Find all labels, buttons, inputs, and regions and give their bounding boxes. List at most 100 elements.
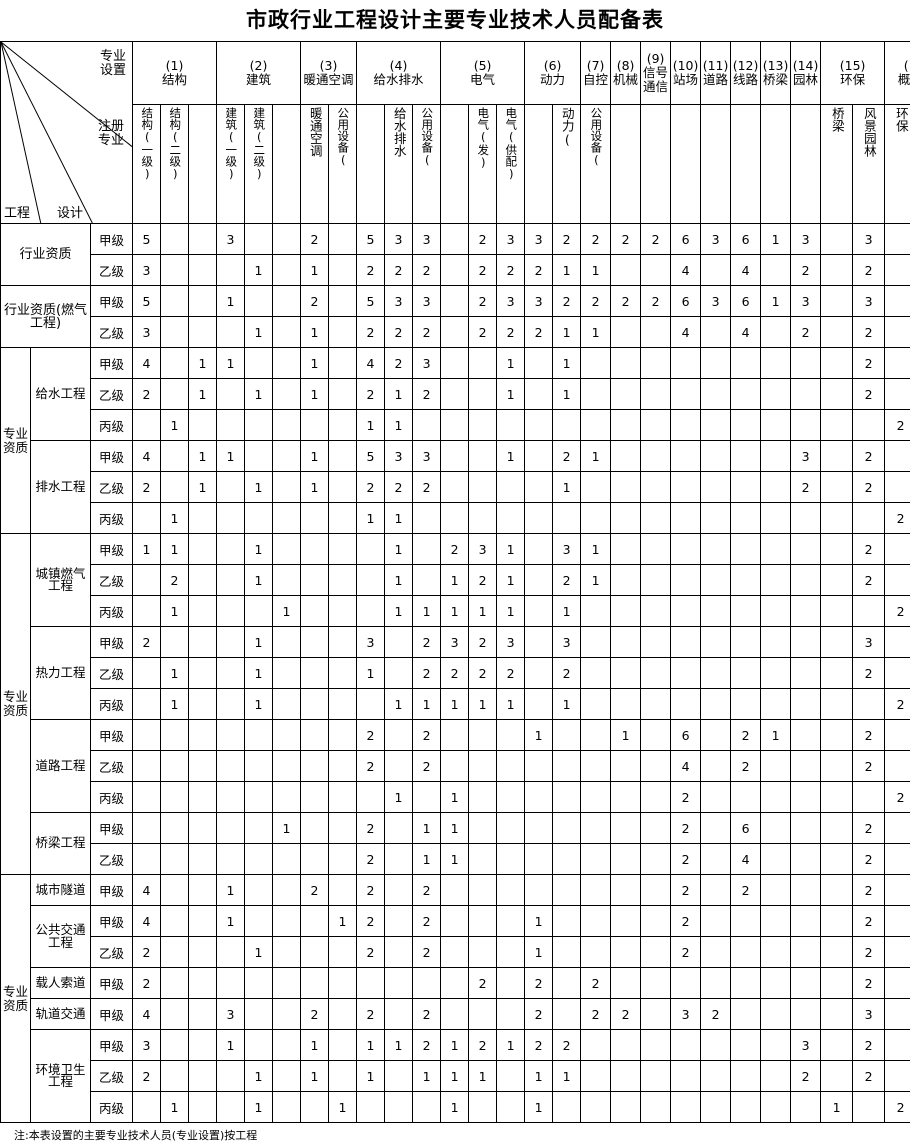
cell-r24-c24 [790, 936, 822, 968]
cell-r26-c17: 2 [580, 998, 612, 1030]
cell-r10-c23 [760, 502, 792, 534]
cell-r2-c6 [272, 254, 302, 286]
cell-r14-c25 [820, 626, 854, 658]
cell-r4-c21 [700, 316, 732, 348]
cell-r14-c20 [670, 626, 702, 658]
cell-r9-c27 [884, 471, 910, 503]
cell-r28-c16: 1 [552, 1060, 582, 1092]
cell-r23-c24 [790, 905, 822, 937]
cell-r22-c12 [440, 874, 470, 906]
cell-r23-c3 [188, 905, 218, 937]
cell-r24-c14 [496, 936, 526, 968]
cell-r13-c27: 2 [884, 595, 910, 627]
cell-r13-c13: 1 [468, 595, 498, 627]
cell-r16-c19 [640, 688, 672, 720]
cell-r26-c14 [496, 998, 526, 1030]
cell-r20-c3 [188, 812, 218, 844]
cell-r21-c25 [820, 843, 854, 875]
sub-header-25: 桥梁 [820, 104, 854, 224]
cell-r4-c11: 2 [412, 316, 442, 348]
cell-r9-c19 [640, 471, 672, 503]
cell-r4-c17: 1 [580, 316, 612, 348]
row-grade-label: 乙级 [89, 316, 134, 348]
cell-r17-c12 [440, 719, 470, 751]
sub-header-17: 公用设备( [580, 104, 612, 224]
cell-r7-c7 [300, 409, 330, 441]
cell-r28-c5: 1 [244, 1060, 274, 1092]
row-grade-label: 乙级 [89, 843, 134, 875]
cell-r27-c19 [640, 1029, 672, 1061]
cell-r3-c25 [820, 285, 854, 317]
cell-r12-c27 [884, 564, 910, 596]
cell-r26-c10 [384, 998, 414, 1030]
column-group-2: (2) 建筑 [216, 41, 302, 105]
table-footnote: 注:本表设置的主要专业技术人员(专业设置)按工程 [14, 1129, 258, 1141]
cell-r6-c6 [272, 378, 302, 410]
cell-r17-c6 [272, 719, 302, 751]
cell-r3-c12 [440, 285, 470, 317]
cell-r29-c3 [188, 1091, 218, 1123]
row-grade-label: 丙级 [89, 409, 134, 441]
cell-r23-c5 [244, 905, 274, 937]
cell-r5-c4: 1 [216, 347, 246, 379]
sub-header-27: 环保 [884, 104, 910, 224]
cell-r25-c1: 2 [132, 967, 162, 999]
cell-r18-c8 [328, 750, 358, 782]
cell-r29-c20 [670, 1091, 702, 1123]
cell-r6-c12 [440, 378, 470, 410]
cell-r16-c26 [852, 688, 886, 720]
cell-r13-c14: 1 [496, 595, 526, 627]
cell-r27-c15: 2 [524, 1029, 554, 1061]
cell-r4-c10: 2 [384, 316, 414, 348]
sub-header-26: 风景园林 [852, 104, 886, 224]
row-group-label: 专业资质 [0, 874, 31, 1123]
cell-r15-c20 [670, 657, 702, 689]
cell-r20-c12: 1 [440, 812, 470, 844]
cell-r22-c11: 2 [412, 874, 442, 906]
cell-r21-c19 [640, 843, 672, 875]
cell-r5-c12 [440, 347, 470, 379]
column-group-16: (16)概预算 [884, 41, 910, 105]
cell-r23-c6 [272, 905, 302, 937]
cell-r18-c20: 4 [670, 750, 702, 782]
cell-r8-c18 [610, 440, 642, 472]
cell-r8-c10: 3 [384, 440, 414, 472]
cell-r11-c23 [760, 533, 792, 565]
cell-r29-c10 [384, 1091, 414, 1123]
cell-r21-c9: 2 [356, 843, 386, 875]
cell-r22-c26: 2 [852, 874, 886, 906]
cell-r4-c23 [760, 316, 792, 348]
cell-r3-c16: 2 [552, 285, 582, 317]
cell-r3-c22: 6 [730, 285, 762, 317]
cell-r27-c6 [272, 1029, 302, 1061]
cell-r9-c25 [820, 471, 854, 503]
cell-r19-c6 [272, 781, 302, 813]
row-grade-label: 丙级 [89, 502, 134, 534]
cell-r29-c16 [552, 1091, 582, 1123]
cell-r11-c1: 1 [132, 533, 162, 565]
cell-r18-c14 [496, 750, 526, 782]
cell-r19-c15 [524, 781, 554, 813]
cell-r24-c12 [440, 936, 470, 968]
cell-r10-c4 [216, 502, 246, 534]
cell-r10-c6 [272, 502, 302, 534]
cell-r8-c24: 3 [790, 440, 822, 472]
cell-r2-c26: 2 [852, 254, 886, 286]
cell-r16-c21 [700, 688, 732, 720]
cell-r21-c10 [384, 843, 414, 875]
cell-r18-c18 [610, 750, 642, 782]
cell-r23-c21 [700, 905, 732, 937]
row-sub-label: 桥梁工程 [30, 812, 91, 875]
cell-r23-c9: 2 [356, 905, 386, 937]
cell-r5-c14: 1 [496, 347, 526, 379]
cell-r22-c8 [328, 874, 358, 906]
row-sub-label: 城镇燃气工程 [30, 533, 91, 627]
column-group-3: (3) 暖通空调 [300, 41, 358, 105]
cell-r20-c4 [216, 812, 246, 844]
cell-r3-c15: 3 [524, 285, 554, 317]
cell-r1-c21: 3 [700, 223, 732, 255]
cell-r9-c15 [524, 471, 554, 503]
cell-r16-c8 [328, 688, 358, 720]
cell-r15-c21 [700, 657, 732, 689]
cell-r25-c4 [216, 967, 246, 999]
